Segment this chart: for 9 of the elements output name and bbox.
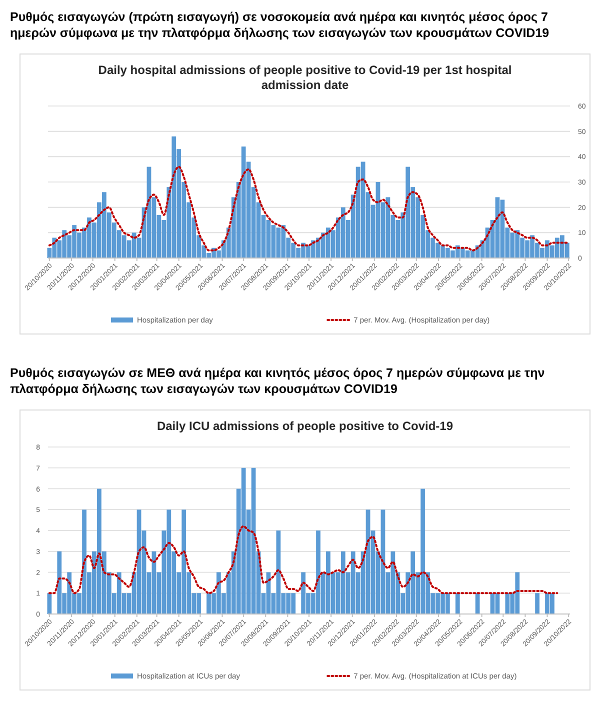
- line-series: [48, 525, 558, 594]
- bar: [455, 593, 460, 614]
- line-series: [48, 166, 568, 252]
- bar: [47, 593, 52, 614]
- chart-subtitle: Daily hospital admissions of people positive to Covid-19 per 1st hospital admission date: [98, 63, 512, 92]
- chart-subtitle: Daily ICU admissions of people positive to Covid-19: [156, 419, 454, 433]
- chart-title: Ρυθμός εισαγωγών σε ΜΕΘ ανά ημέρα και κινητός μέσος όρος 7 ημερών σύμφωνα με την πλατφόρμα δήλωσης των εισαγωγών των κρουσμάτων COVID19: [10, 366, 545, 396]
- chart-title: Ρυθμός εισαγωγών (πρώτη εισαγωγή) σε νοσοκομεία ανά ημέρα και κινητός μέσος όρος 7 ημερών σύμφωνα με την πλατφόρμα δήλωσης των εισαγωγών των κρουσμάτων COVID19: [10, 10, 550, 40]
- bar: [535, 593, 540, 614]
